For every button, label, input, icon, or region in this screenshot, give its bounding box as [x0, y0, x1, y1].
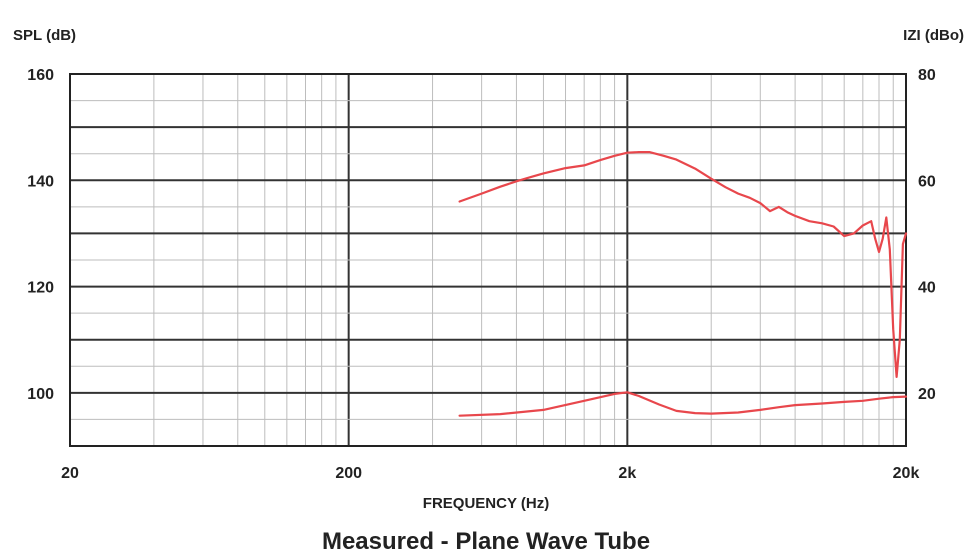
series-line-2	[458, 391, 908, 417]
x-tick-label: 200	[335, 465, 362, 482]
y-right-tick-label: 80	[918, 67, 936, 84]
x-axis-ticks: 20 200 2k 20k	[61, 465, 919, 482]
y-axis-right-title: IZI (dBo)	[903, 27, 964, 44]
chart-caption: Measured - Plane Wave Tube	[322, 528, 650, 555]
x-axis-title: FREQUENCY (Hz)	[423, 495, 549, 512]
y-axis-left-title: SPL (dB)	[13, 27, 76, 44]
series-line-1	[458, 151, 908, 378]
y-axis-right-ticks: 20 40 60 80	[918, 67, 936, 403]
y-right-tick-label: 20	[918, 386, 936, 403]
plot-frame	[69, 73, 907, 447]
y-left-tick-label: 120	[27, 280, 54, 297]
y-left-tick-label: 140	[27, 173, 54, 190]
x-tick-label: 20	[61, 465, 79, 482]
y-right-tick-label: 60	[918, 173, 936, 190]
y-left-tick-label: 100	[27, 386, 54, 403]
y-right-tick-label: 40	[918, 280, 936, 297]
x-tick-label: 20k	[893, 465, 920, 482]
curves	[458, 151, 908, 417]
x-tick-label: 2k	[618, 465, 636, 482]
grid	[70, 74, 906, 446]
y-axis-left-ticks: 100 120 140 160	[27, 67, 54, 403]
y-left-tick-label: 160	[27, 67, 54, 84]
